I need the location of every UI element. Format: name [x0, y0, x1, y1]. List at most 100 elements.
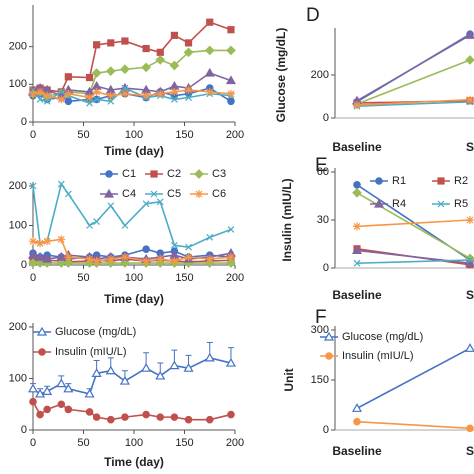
marker	[466, 256, 474, 264]
marker	[184, 85, 193, 94]
y-tick-label: 0	[21, 259, 27, 271]
marker	[323, 331, 335, 341]
x-tick-label: 0	[30, 272, 36, 284]
marker	[155, 55, 166, 65]
marker	[56, 258, 67, 268]
y-tick-label: 200	[311, 69, 329, 81]
marker	[105, 365, 116, 375]
x-axis-label: Time (day)	[104, 144, 164, 158]
marker	[185, 243, 192, 251]
legend-label: R4	[392, 198, 406, 210]
y-axis-label: Unit	[282, 368, 296, 391]
marker	[92, 413, 101, 421]
marker	[57, 88, 65, 96]
marker	[194, 169, 204, 179]
line	[356, 98, 471, 106]
marker	[170, 95, 178, 103]
x-axis-label: Time (day)	[104, 292, 164, 306]
line	[356, 219, 471, 228]
x-tick-label: 150	[175, 129, 193, 141]
marker	[29, 182, 37, 190]
y-tick-label: 0	[323, 262, 329, 274]
marker	[156, 89, 165, 98]
marker	[170, 257, 179, 266]
marker	[107, 39, 115, 47]
marker	[43, 97, 51, 105]
marker	[142, 257, 151, 266]
marker	[225, 75, 236, 85]
marker	[142, 245, 150, 254]
line	[356, 101, 471, 107]
marker	[85, 93, 94, 102]
marker	[169, 60, 180, 71]
marker	[204, 67, 215, 77]
x-tick-label: S	[466, 444, 474, 458]
marker	[206, 233, 214, 241]
marker	[57, 180, 65, 188]
marker	[227, 226, 235, 233]
marker	[141, 362, 152, 372]
line	[356, 347, 471, 410]
marker	[353, 222, 361, 231]
marker	[35, 251, 46, 261]
line	[32, 21, 232, 93]
marker	[353, 259, 361, 267]
marker	[155, 370, 166, 380]
x-tick-label: 200	[226, 272, 244, 284]
legend-label: R1	[392, 175, 406, 187]
marker	[36, 410, 44, 419]
y-tick-label: 200	[9, 41, 27, 53]
marker	[170, 241, 178, 249]
marker	[64, 253, 73, 262]
marker	[29, 237, 37, 246]
marker	[351, 245, 363, 254]
marker	[64, 97, 73, 106]
y-axis-label: Insulin (mIU/L)	[280, 178, 294, 261]
marker	[464, 30, 474, 39]
marker	[466, 95, 474, 104]
marker	[63, 383, 74, 393]
legend-label: R5	[454, 198, 468, 210]
line	[356, 420, 471, 430]
marker	[42, 386, 53, 395]
marker	[185, 94, 192, 101]
marker	[121, 37, 129, 45]
marker	[226, 89, 235, 98]
y-tick-label: 30	[317, 214, 329, 226]
y-tick-label: 300	[311, 324, 329, 336]
marker	[93, 95, 101, 103]
legend-label: C3	[212, 168, 226, 180]
marker	[57, 400, 66, 409]
marker	[93, 41, 101, 49]
marker	[103, 188, 115, 198]
legend-label: Insulin (mIU/L)	[342, 350, 414, 362]
marker	[142, 91, 151, 100]
marker	[225, 357, 236, 367]
marker	[107, 202, 115, 210]
x-tick-label: Baseline	[332, 140, 382, 154]
marker	[106, 91, 115, 100]
y-tick-label: 150	[311, 374, 329, 386]
marker	[120, 64, 130, 75]
marker	[170, 87, 179, 96]
marker	[142, 410, 150, 419]
x-tick-label: 50	[77, 437, 89, 449]
marker	[205, 255, 214, 264]
x-tick-label: 0	[30, 129, 36, 141]
y-tick-label: 200	[9, 180, 27, 192]
y-tick-label: 100	[9, 372, 27, 384]
marker	[170, 31, 178, 39]
line	[356, 259, 471, 264]
marker	[156, 255, 165, 264]
marker	[183, 47, 194, 58]
marker	[121, 413, 129, 421]
marker	[36, 87, 45, 96]
marker	[91, 68, 102, 78]
marker	[106, 255, 115, 264]
marker	[63, 258, 74, 268]
marker	[226, 253, 235, 262]
marker	[57, 235, 66, 244]
marker	[105, 66, 116, 76]
y-tick-label: 0	[21, 424, 27, 436]
marker	[156, 413, 165, 421]
